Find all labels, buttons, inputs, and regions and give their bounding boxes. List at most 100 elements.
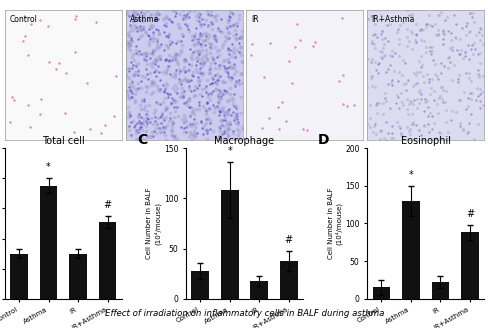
Point xyxy=(161,16,168,21)
Point xyxy=(423,71,430,76)
Point xyxy=(127,132,135,137)
Point xyxy=(197,23,204,28)
Point xyxy=(148,50,156,55)
Point xyxy=(379,41,387,46)
Point xyxy=(210,44,218,50)
Point xyxy=(155,126,163,131)
Point xyxy=(380,91,388,96)
Point xyxy=(446,38,453,43)
Point xyxy=(231,137,239,142)
Point xyxy=(177,82,184,87)
Point xyxy=(187,89,195,94)
Point xyxy=(422,25,429,30)
Point xyxy=(407,11,415,17)
Point xyxy=(209,32,217,37)
Point xyxy=(70,129,78,134)
Point xyxy=(224,47,231,52)
Point xyxy=(206,107,214,112)
Point xyxy=(165,92,173,97)
Point xyxy=(157,129,164,134)
Point xyxy=(135,112,142,117)
Point xyxy=(225,119,233,124)
Point xyxy=(166,38,174,43)
Point xyxy=(148,59,156,64)
Point xyxy=(228,65,236,70)
Point xyxy=(164,91,172,96)
Point xyxy=(221,114,228,119)
Point xyxy=(160,86,168,91)
Point xyxy=(183,98,191,103)
Point xyxy=(171,14,179,19)
Point xyxy=(467,46,474,51)
Point xyxy=(372,100,380,105)
Point xyxy=(203,57,211,62)
Point xyxy=(205,66,213,72)
Point xyxy=(419,38,427,44)
Point xyxy=(164,16,172,21)
Point xyxy=(140,107,147,112)
Point xyxy=(233,116,241,122)
Point xyxy=(169,8,177,13)
Point xyxy=(226,23,234,29)
Point xyxy=(395,22,403,28)
Point xyxy=(145,26,153,31)
Point xyxy=(208,76,216,82)
Point xyxy=(224,51,232,56)
Point xyxy=(226,112,234,117)
Point xyxy=(416,65,424,70)
Point xyxy=(153,39,161,44)
Point xyxy=(203,129,210,134)
Point xyxy=(202,127,210,133)
Point xyxy=(450,34,458,39)
Point xyxy=(212,87,220,92)
Point xyxy=(461,33,469,38)
Point xyxy=(398,99,406,104)
Point xyxy=(185,95,193,101)
Point xyxy=(208,35,216,40)
Point xyxy=(190,133,198,138)
Point xyxy=(163,15,170,21)
Point xyxy=(203,107,211,112)
Point xyxy=(214,135,222,140)
Point xyxy=(125,42,133,47)
Point xyxy=(206,90,214,95)
Point xyxy=(462,20,470,25)
Point xyxy=(298,127,306,132)
Point xyxy=(149,121,157,126)
Point xyxy=(202,47,210,52)
Point xyxy=(366,75,374,81)
Point xyxy=(377,128,385,133)
Point xyxy=(467,112,474,117)
Point xyxy=(177,79,185,84)
Point xyxy=(386,135,394,140)
Point xyxy=(202,90,210,95)
Point xyxy=(416,53,424,59)
Point xyxy=(458,128,466,133)
Text: #: # xyxy=(465,209,473,219)
Point xyxy=(189,93,197,98)
Point xyxy=(178,31,185,36)
Point xyxy=(134,60,142,65)
Point xyxy=(210,33,218,38)
Point xyxy=(160,90,168,95)
Point xyxy=(209,88,217,93)
Point xyxy=(419,79,427,84)
Point xyxy=(174,79,182,84)
Point xyxy=(195,14,203,20)
Point xyxy=(237,33,244,39)
Point xyxy=(180,64,187,69)
Point xyxy=(419,122,427,127)
Point xyxy=(399,58,407,63)
Point xyxy=(222,70,230,75)
Point xyxy=(410,37,418,43)
Point xyxy=(192,62,200,67)
Point xyxy=(435,136,443,141)
Point xyxy=(172,137,180,142)
Point xyxy=(36,112,44,117)
Point xyxy=(203,8,210,13)
Point xyxy=(370,31,378,37)
Point xyxy=(155,86,163,92)
Point xyxy=(137,106,144,112)
Point xyxy=(135,24,142,30)
Point xyxy=(478,41,486,47)
